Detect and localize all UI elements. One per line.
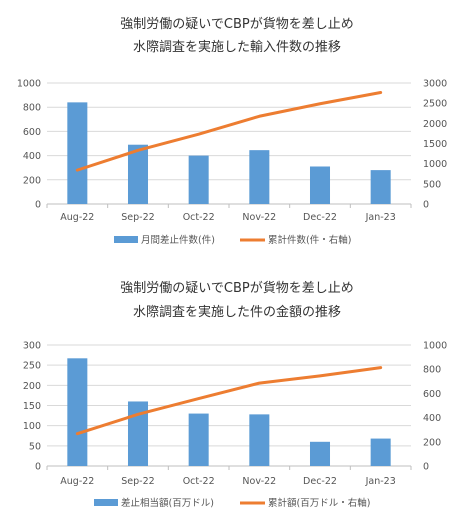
x-tick-label: Aug-22 bbox=[60, 212, 94, 223]
y-left-tick-label: 0 bbox=[35, 462, 41, 473]
y-right-tick-label: 1000 bbox=[423, 159, 447, 170]
y-right-tick-label: 0 bbox=[423, 200, 429, 211]
plot-area: 0 200 400 600 800 1000 0 500 1000 1500 2000 2500 300… bbox=[17, 79, 447, 224]
y-right-tick-label: 400 bbox=[423, 413, 441, 424]
y-right-tick-label: 1500 bbox=[423, 139, 447, 150]
cumulative-line bbox=[75, 90, 383, 172]
y-right-tick-label: 1000 bbox=[423, 341, 447, 352]
bar bbox=[188, 155, 209, 204]
x-tick-label: Sep-22 bbox=[121, 212, 154, 223]
x-tick-label: Aug-22 bbox=[60, 476, 94, 487]
legend-label-bar: 月間差止件数(件) bbox=[141, 234, 215, 246]
y-right-tick-label: 0 bbox=[423, 462, 429, 473]
legend: 差止相当額(百万ドル) 累計額(百万ドル・右軸) bbox=[94, 497, 370, 509]
x-tick-label: Dec-22 bbox=[303, 212, 337, 223]
chart-title-line-1: 強制労働の疑いでCBPが貨物を差し止め bbox=[120, 16, 353, 32]
y-left-tick-label: 600 bbox=[23, 127, 41, 138]
legend-swatch-bar bbox=[114, 236, 138, 243]
bar bbox=[127, 144, 149, 204]
y-right-tick-label: 200 bbox=[423, 437, 441, 448]
bar bbox=[309, 441, 331, 466]
x-tick-label: Jan-23 bbox=[365, 476, 396, 487]
x-tick-label: Oct-22 bbox=[183, 212, 215, 223]
y-left-tick-label: 300 bbox=[23, 341, 41, 352]
x-tick-label: Sep-22 bbox=[121, 476, 154, 487]
bar bbox=[249, 414, 270, 466]
bar bbox=[127, 401, 149, 466]
y-left-tick-label: 200 bbox=[23, 175, 41, 186]
chart-import-value-svg: 強制労働の疑いでCBPが貨物を差し止め 水際調査を実施した件の金額の推移 0 50… bbox=[23, 280, 447, 509]
y-right-tick-label: 600 bbox=[423, 389, 441, 400]
y-left-tick-label: 1000 bbox=[17, 79, 41, 90]
y-left-tick-label: 50 bbox=[29, 441, 41, 452]
chart-title-line-1: 強制労働の疑いでCBPが貨物を差し止め bbox=[120, 280, 353, 296]
y-left-tick-label: 200 bbox=[23, 381, 41, 392]
y-right-tick-label: 500 bbox=[423, 179, 441, 190]
bar bbox=[309, 166, 331, 204]
y-left-tick-label: 100 bbox=[23, 421, 41, 432]
bar bbox=[370, 438, 391, 466]
x-tick-label: Nov-22 bbox=[242, 212, 276, 223]
y-left-tick-label: 400 bbox=[23, 151, 41, 162]
bar bbox=[67, 358, 88, 466]
x-tick-label: Jan-23 bbox=[365, 212, 396, 223]
x-tick-label: Nov-22 bbox=[242, 476, 276, 487]
legend-swatch-bar bbox=[94, 499, 118, 506]
bar bbox=[370, 170, 391, 204]
y-right-tick-label: 3000 bbox=[423, 79, 447, 90]
y-right-tick-label: 2500 bbox=[423, 99, 447, 110]
bar bbox=[67, 102, 88, 204]
y-right-tick-label: 2000 bbox=[423, 119, 447, 130]
x-tick-label: Oct-22 bbox=[183, 476, 215, 487]
legend-label-bar: 差止相当額(百万ドル) bbox=[121, 497, 214, 509]
chart-import-value: 強制労働の疑いでCBPが貨物を差し止め 水際調査を実施した件の金額の推移 0 50… bbox=[0, 262, 473, 521]
cumulative-line bbox=[75, 366, 383, 436]
y-right-tick-label: 800 bbox=[423, 365, 441, 376]
y-left-tick-label: 250 bbox=[23, 361, 41, 372]
y-left-tick-label: 0 bbox=[35, 200, 41, 211]
plot-area: 0 50 100 150 200 250 300 0 200 400 600 800 1000 Aug-2… bbox=[23, 341, 447, 488]
x-tick-label: Dec-22 bbox=[303, 476, 337, 487]
y-left-tick-label: 800 bbox=[23, 103, 41, 114]
y-left-tick-label: 150 bbox=[23, 401, 41, 412]
chart-title-line-2: 水際調査を実施した輸入件数の推移 bbox=[133, 39, 341, 55]
legend-label-line: 累計額(百万ドル・右軸) bbox=[268, 497, 370, 509]
bar bbox=[188, 413, 209, 466]
legend: 月間差止件数(件) 累計件数(件・右軸) bbox=[114, 234, 351, 246]
chart-title-line-2: 水際調査を実施した件の金額の推移 bbox=[133, 304, 341, 320]
chart-import-count: 強制労働の疑いでCBPが貨物を差し止め 水際調査を実施した輸入件数の推移 0 20… bbox=[17, 16, 447, 246]
bar bbox=[249, 150, 270, 204]
chart-import-count-svg: 強制労働の疑いでCBPが貨物を差し止め 水際調査を実施した輸入件数の推移 0 20… bbox=[17, 16, 447, 246]
legend-label-line: 累計件数(件・右軸) bbox=[268, 234, 351, 246]
